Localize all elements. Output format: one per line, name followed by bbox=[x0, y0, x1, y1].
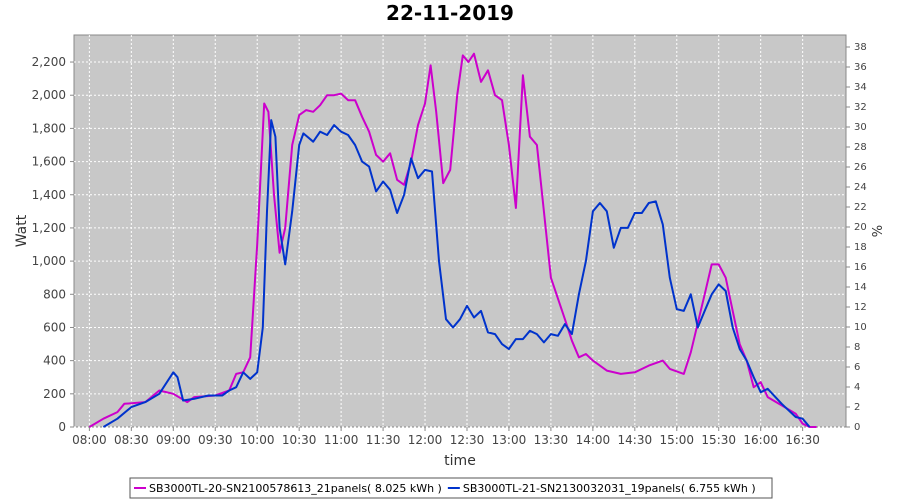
y2-tick-label: 16 bbox=[854, 262, 867, 273]
y-tick-label: 1,800 bbox=[32, 121, 66, 135]
y2-tick-label: 30 bbox=[854, 122, 867, 133]
x-tick-label: 09:00 bbox=[156, 433, 191, 447]
y2-tick-label: 6 bbox=[854, 362, 860, 373]
y2-tick-label: 4 bbox=[854, 382, 860, 393]
x-tick-label: 08:30 bbox=[114, 433, 149, 447]
x-tick-label: 13:30 bbox=[534, 433, 569, 447]
y2-tick-label: 24 bbox=[854, 182, 867, 193]
x-tick-label: 11:00 bbox=[324, 433, 359, 447]
y2-tick-label: 8 bbox=[854, 342, 860, 353]
y-tick-label: 1,200 bbox=[32, 221, 66, 235]
x-tick-label: 09:30 bbox=[198, 433, 233, 447]
y-tick-label: 1,000 bbox=[32, 254, 66, 268]
y2-tick-label: 10 bbox=[854, 322, 867, 333]
x-tick-label: 10:30 bbox=[282, 433, 317, 447]
x-tick-label: 11:30 bbox=[366, 433, 401, 447]
x-tick-label: 16:30 bbox=[785, 433, 820, 447]
x-tick-label: 15:30 bbox=[701, 433, 736, 447]
x-tick-label: 15:00 bbox=[659, 433, 694, 447]
y-axis-label: Watt bbox=[14, 214, 30, 247]
y2-tick-label: 22 bbox=[854, 202, 867, 213]
y2-tick-label: 20 bbox=[854, 222, 867, 233]
y2-tick-label: 34 bbox=[854, 82, 867, 93]
x-axis-label: time bbox=[444, 453, 476, 469]
plot-area bbox=[73, 34, 847, 428]
y-tick-label: 1,600 bbox=[32, 155, 66, 169]
legend-label: SB3000TL-21-SN2130032031_19panels( 6.755… bbox=[463, 482, 756, 495]
y2-tick-label: 36 bbox=[854, 62, 867, 73]
y-tick-label: 2,000 bbox=[32, 88, 66, 102]
y2-tick-label: 2 bbox=[854, 402, 860, 413]
x-tick-label: 16:00 bbox=[743, 433, 778, 447]
x-tick-label: 12:00 bbox=[408, 433, 443, 447]
y2-tick-label: 28 bbox=[854, 142, 867, 153]
y2-tick-label: 32 bbox=[854, 102, 867, 113]
y-tick-label: 0 bbox=[58, 420, 66, 434]
y2-tick-label: 14 bbox=[854, 282, 867, 293]
y2-tick-label: 26 bbox=[854, 162, 867, 173]
series-line bbox=[102, 119, 811, 428]
x-tick-label: 08:00 bbox=[72, 433, 107, 447]
chart-title: 22-11-2019 bbox=[386, 1, 514, 25]
y2-tick-label: 38 bbox=[854, 42, 867, 53]
legend-label: SB3000TL-20-SN2100578613_21panels( 8.025… bbox=[149, 482, 442, 495]
y-tick-label: 600 bbox=[43, 320, 66, 334]
y2-tick-label: 18 bbox=[854, 242, 867, 253]
y-tick-label: 2,200 bbox=[32, 55, 66, 69]
y2-tick-label: 0 bbox=[854, 422, 860, 433]
x-tick-label: 14:30 bbox=[618, 433, 653, 447]
x-tick-label: 10:00 bbox=[240, 433, 275, 447]
x-tick-label: 13:00 bbox=[492, 433, 527, 447]
y-tick-label: 1,400 bbox=[32, 188, 66, 202]
y-tick-label: 800 bbox=[43, 287, 66, 301]
x-tick-label: 14:00 bbox=[576, 433, 611, 447]
y-tick-label: 200 bbox=[43, 387, 66, 401]
y2-axis-label: % bbox=[871, 225, 886, 237]
y2-tick-label: 12 bbox=[854, 302, 867, 313]
series-line bbox=[88, 52, 817, 428]
y-tick-label: 400 bbox=[43, 354, 66, 368]
x-tick-label: 12:30 bbox=[450, 433, 485, 447]
